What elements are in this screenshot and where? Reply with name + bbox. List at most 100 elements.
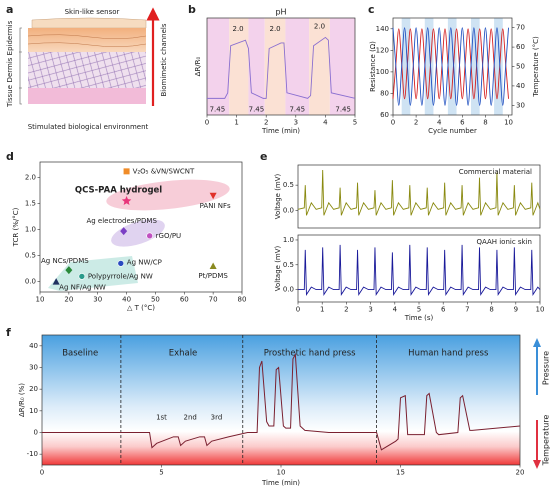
x-tick-label: 8 [489,306,493,314]
point-label: Ag NF/Ag NW [59,284,106,292]
point [209,192,217,200]
point [78,273,86,280]
y-tick-label: 140 [376,25,389,33]
y-tick-label: 2.0 [25,174,36,182]
x-tick-label: 5 [353,119,357,127]
shaded-band [264,18,286,115]
y-tick-label: 100 [376,68,389,76]
point [209,262,217,269]
y-tick-label: 0.0 [283,206,294,214]
x-tick-label: 40 [122,296,131,304]
series-label: Commercial material [459,168,532,176]
y-tick-label: 10 [29,407,38,415]
y2-tick-label: 60 [516,43,525,51]
layer-label: Dermis [6,57,14,82]
shaded-band [401,18,411,115]
region-label: Human hand press [408,349,489,359]
y-axis-label: ΔR/R₀ [194,56,202,76]
x-tick-label: 20 [516,469,525,477]
x-tick-label: 6 [441,306,446,314]
panel-label: f [6,326,11,339]
y-tick-label: -10 [27,450,38,458]
x-tick-label: 80 [238,296,247,304]
y-tick-label: 1.0 [283,236,294,244]
panel-label: e [260,150,267,163]
y-tick-label: 30 [29,364,38,372]
panel-label: a [6,3,13,16]
line [298,244,541,297]
point-label: Pt/PDMS [198,272,228,280]
layer-lines [27,34,147,47]
channels-label: Biomimetic channels [160,23,168,96]
point [120,227,128,236]
side-label: Temperature [542,415,550,467]
x-tick-label: 8 [483,119,487,127]
y-tick-label: 0.0 [25,278,36,286]
x-tick-label: 4 [437,119,442,127]
region-label: Exhale [169,349,198,359]
chart-title: pH [275,8,286,17]
bracket [19,27,22,105]
shaded-band [229,18,249,115]
side-label: Pressure [542,351,550,385]
pressure-arrowhead [533,338,541,347]
annotation: 7.45 [289,105,305,113]
annotation: 2.0 [314,22,325,30]
shaded-band [207,18,230,115]
point-label: QCS-PAA hydrogel [75,186,162,196]
x-tick-label: 70 [209,296,218,304]
point [121,196,132,206]
y-axis-label: TCR (%/°C) [12,207,20,247]
x-tick-label: 60 [180,296,189,304]
y2-tick-label: 30 [516,101,525,109]
x-tick-label: 10 [277,469,286,477]
x-tick-label: 9 [514,306,518,314]
y2-tick-label: 40 [516,82,525,90]
layer-label: Epidermis [6,20,14,55]
x-axis-label: Cycle number [428,127,477,135]
series-label: QAAH ionic skin [476,238,532,246]
annotation: 3rd [211,413,223,421]
y-axis-label: Resistance (Ω) [369,41,377,92]
x-tick-label: 6 [460,119,465,127]
x-tick-label: 4 [323,119,328,127]
point [123,168,130,175]
x-tick-label: 2 [264,119,268,127]
x-tick-label: 2 [344,306,348,314]
x-tick-label: 3 [294,119,298,127]
y-tick-label: 1.0 [25,226,36,234]
y-tick-label: 0 [34,429,38,437]
annotation: 7.45 [249,105,265,113]
line [42,352,521,451]
dermis [28,52,146,88]
x-tick-label: 20 [64,296,73,304]
x-tick-label: 3 [368,306,372,314]
y-tick-label: 120 [376,46,389,54]
y-tick-label: 1.5 [25,200,36,208]
shaded-band [424,18,434,115]
point-label: PANI NFs [200,202,231,210]
y2-tick-label: 50 [516,63,525,71]
y-tick-label: 40 [29,342,38,350]
line [207,36,356,99]
sensor-sheet [31,17,147,29]
shaded-band [329,18,355,115]
x-tick-label: 2 [414,119,418,127]
annotation: 2nd [184,413,197,421]
shaded-band [447,18,457,115]
annotation: 7.45 [210,105,226,113]
x-tick-label: 0 [391,119,395,127]
epidermis [28,28,146,52]
line [392,28,509,100]
highlight-area [106,179,230,211]
point-label: Polypyrrole/Ag NW [88,272,153,280]
y-tick-label: 0.5 [283,181,294,189]
y-tick-label: 60 [380,111,389,119]
shaded-band [470,18,480,115]
y2-tick-label: 70 [516,24,525,32]
x-tick-label: 10 [536,306,545,314]
point [117,260,125,267]
sensor-label: Skin-like sensor [65,8,120,16]
shaded-band [285,18,310,115]
